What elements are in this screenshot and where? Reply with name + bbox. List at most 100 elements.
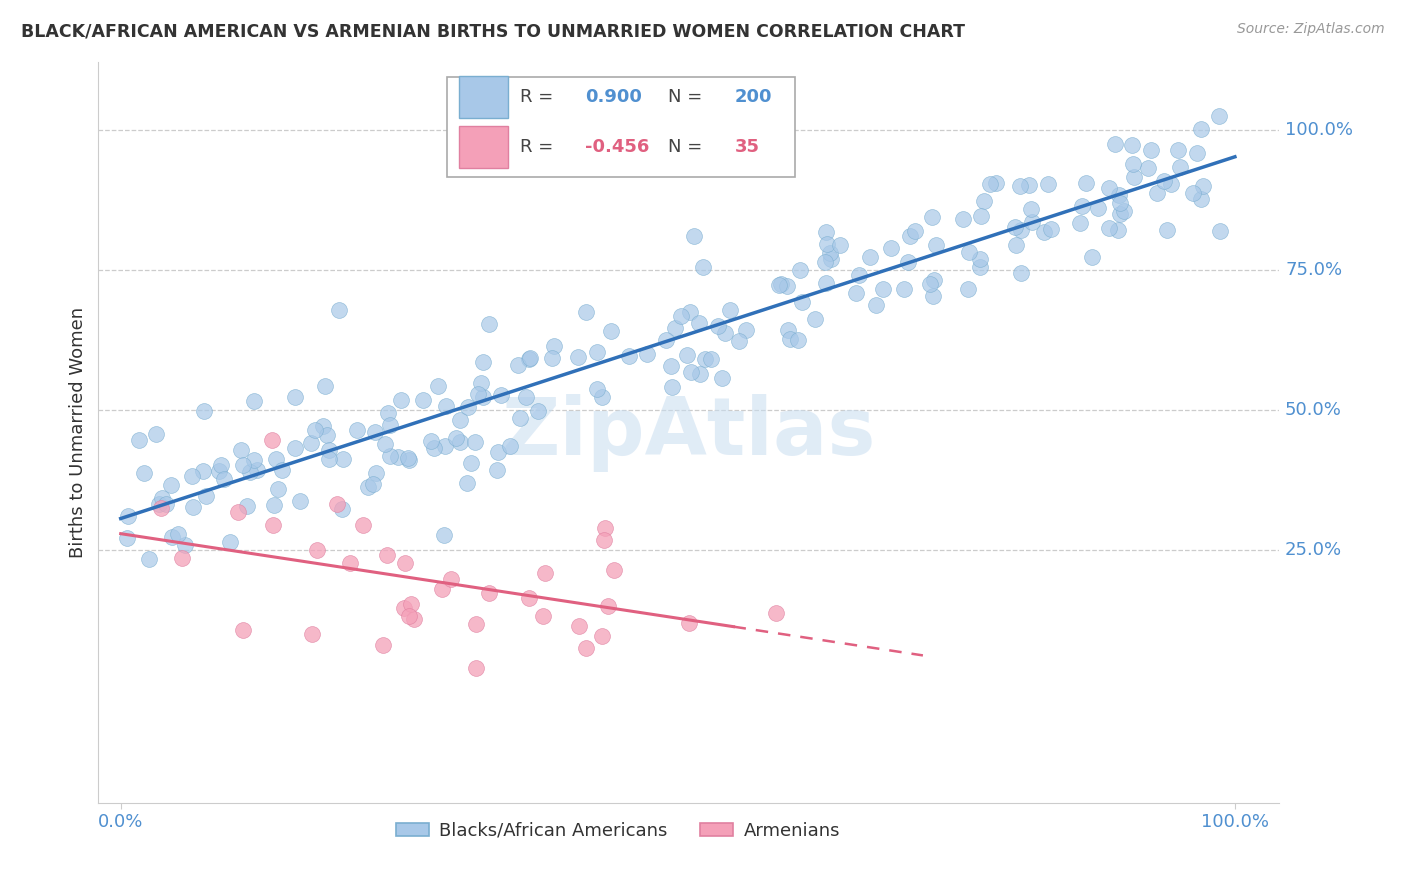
Point <box>845 286 868 301</box>
Point <box>172 550 194 565</box>
FancyBboxPatch shape <box>458 76 508 118</box>
Point <box>567 350 589 364</box>
Point <box>162 530 184 544</box>
Point <box>786 333 808 347</box>
Point <box>593 521 616 535</box>
Point <box>567 618 589 632</box>
Point <box>848 268 870 283</box>
Point <box>181 500 204 514</box>
Point <box>117 508 139 523</box>
Point <box>540 351 562 366</box>
Point <box>262 517 284 532</box>
Point <box>1107 223 1129 237</box>
Point <box>262 433 284 447</box>
Point <box>396 451 419 466</box>
Point <box>444 431 467 445</box>
Point <box>596 599 619 614</box>
Point <box>267 482 290 496</box>
Point <box>195 490 218 504</box>
Point <box>264 452 287 467</box>
Point <box>779 332 801 346</box>
Point <box>728 334 751 348</box>
Point <box>659 359 682 373</box>
Point <box>420 434 443 449</box>
Point <box>377 406 399 420</box>
Point <box>592 533 614 547</box>
Point <box>398 608 420 623</box>
Point <box>330 501 353 516</box>
Text: R =: R = <box>520 88 560 106</box>
Point <box>575 305 598 319</box>
Point <box>392 600 415 615</box>
Point <box>858 251 880 265</box>
Text: 100.0%: 100.0% <box>1285 120 1353 139</box>
Point <box>232 458 254 473</box>
Point <box>679 305 702 319</box>
Point <box>1185 146 1208 161</box>
Point <box>312 419 335 434</box>
Point <box>688 316 710 330</box>
Point <box>380 418 402 433</box>
Point <box>661 380 683 394</box>
Point <box>718 303 741 318</box>
Point <box>517 351 540 366</box>
Point <box>1121 138 1143 153</box>
Point <box>332 452 354 467</box>
Point <box>214 473 236 487</box>
Point <box>412 392 434 407</box>
Point <box>387 450 409 465</box>
Point <box>283 391 305 405</box>
Point <box>1005 238 1028 252</box>
Point <box>318 442 340 457</box>
Point <box>1004 219 1026 234</box>
Point <box>1010 266 1032 280</box>
Point <box>283 441 305 455</box>
Text: R =: R = <box>520 138 560 156</box>
Point <box>957 282 980 296</box>
Point <box>465 661 488 675</box>
Point <box>681 365 703 379</box>
Point <box>470 376 492 390</box>
Point <box>600 324 623 338</box>
Point <box>489 388 512 402</box>
Point <box>193 464 215 478</box>
Point <box>1010 178 1032 193</box>
Point <box>689 368 711 382</box>
Point <box>304 423 326 437</box>
Point <box>402 612 425 626</box>
Point <box>585 382 607 396</box>
Point <box>472 355 495 369</box>
Point <box>1109 196 1132 211</box>
Point <box>517 591 540 605</box>
Point <box>543 339 565 353</box>
Point <box>1182 186 1205 200</box>
Point <box>374 436 396 450</box>
Point <box>1140 143 1163 157</box>
Text: Source: ZipAtlas.com: Source: ZipAtlas.com <box>1237 22 1385 37</box>
Text: -0.456: -0.456 <box>585 138 650 156</box>
Point <box>973 194 995 209</box>
Point <box>735 323 758 337</box>
Point <box>434 399 457 413</box>
FancyBboxPatch shape <box>447 78 796 178</box>
Point <box>375 548 398 562</box>
Point <box>149 500 172 515</box>
Point <box>434 439 457 453</box>
Point <box>432 528 454 542</box>
Point <box>1122 157 1144 171</box>
Point <box>449 435 471 450</box>
Point <box>472 390 495 404</box>
Point <box>814 255 837 269</box>
Point <box>586 344 609 359</box>
Point <box>314 379 336 393</box>
Point <box>290 494 312 508</box>
Point <box>1109 207 1132 221</box>
Point <box>361 477 384 491</box>
Point <box>792 295 814 310</box>
Point <box>969 260 991 275</box>
Point <box>1108 188 1130 202</box>
Point <box>815 225 838 239</box>
Text: 75.0%: 75.0% <box>1285 261 1343 279</box>
Point <box>700 352 723 367</box>
Point <box>898 228 921 243</box>
